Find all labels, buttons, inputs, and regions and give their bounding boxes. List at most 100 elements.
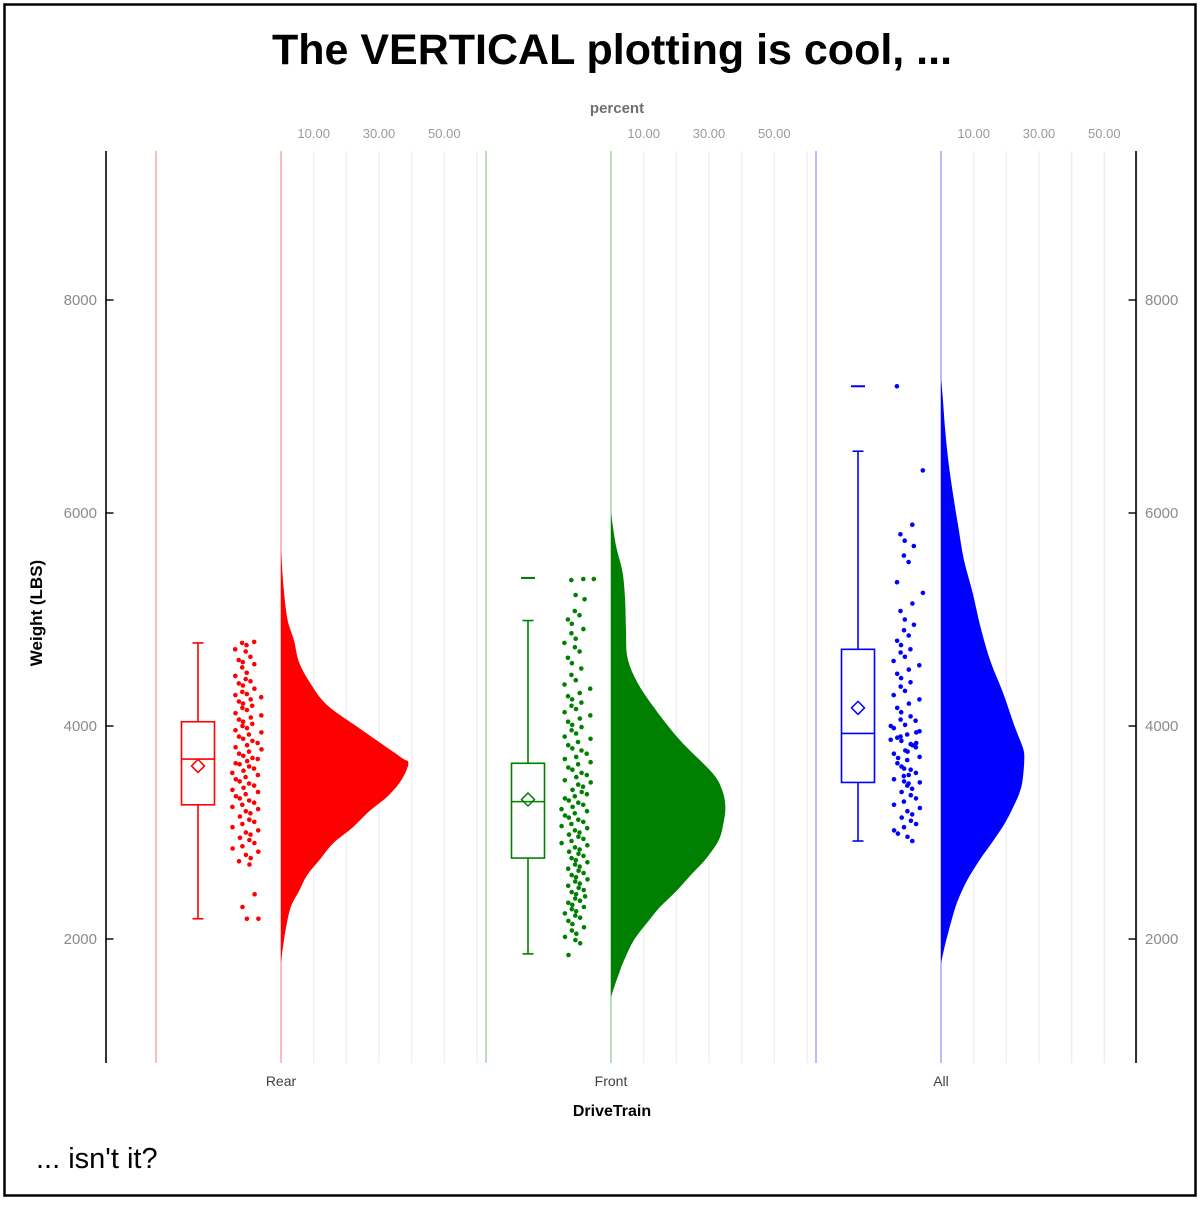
- data-point: [579, 724, 584, 730]
- data-point: [569, 703, 574, 709]
- data-point: [895, 831, 901, 836]
- data-point: [576, 817, 581, 822]
- data-point: [248, 855, 253, 861]
- category-label-rear: Rear: [266, 1073, 297, 1089]
- y-axis-title: Weight (LBS): [27, 560, 46, 666]
- data-point: [901, 773, 907, 779]
- data-point: [246, 732, 252, 737]
- data-point: [239, 665, 245, 670]
- data-point: [248, 697, 253, 702]
- data-point: [244, 642, 249, 648]
- data-point: [901, 799, 907, 804]
- data-point: [888, 723, 894, 729]
- data-point: [233, 673, 238, 679]
- data-point: [899, 789, 904, 795]
- data-point: [894, 671, 900, 677]
- data-point: [888, 737, 893, 743]
- box-front: [510, 762, 546, 859]
- data-point: [920, 590, 926, 596]
- data-point: [566, 849, 572, 854]
- data-point: [570, 787, 575, 793]
- data-point: [259, 713, 264, 718]
- data-point: [894, 384, 900, 389]
- data-point: [576, 885, 581, 891]
- data-point: [255, 772, 261, 778]
- data-point: [572, 862, 578, 867]
- footnote: ... isn't it?: [36, 1143, 158, 1175]
- data-point: [588, 713, 593, 718]
- data-point: [252, 819, 257, 825]
- data-point: [579, 666, 584, 671]
- data-point: [255, 789, 261, 795]
- data-point: [577, 898, 583, 903]
- data-point: [255, 756, 260, 762]
- percent-tick-label: 10.00: [297, 126, 330, 141]
- data-point: [573, 857, 579, 863]
- data-point: [244, 758, 250, 764]
- data-point: [898, 608, 903, 614]
- data-point: [584, 791, 590, 797]
- data-point: [581, 887, 586, 893]
- data-point: [233, 745, 238, 750]
- right-y-tick-label: 4000: [1145, 718, 1178, 735]
- data-point: [244, 725, 250, 731]
- data-point: [239, 640, 245, 646]
- data-point: [913, 796, 919, 801]
- data-point: [248, 832, 253, 837]
- data-point: [577, 847, 582, 852]
- data-point: [913, 740, 919, 746]
- data-point: [569, 928, 575, 933]
- data-point: [917, 805, 923, 811]
- data-point: [566, 918, 571, 924]
- data-point: [566, 900, 571, 906]
- data-point: [240, 705, 245, 711]
- percent-tick-label: 50.00: [1088, 126, 1121, 141]
- data-point: [569, 660, 575, 666]
- data-point: [240, 736, 246, 742]
- data-point: [246, 798, 252, 803]
- data-point: [913, 821, 919, 827]
- data-point: [911, 622, 917, 628]
- data-point: [562, 911, 568, 916]
- data-point: [573, 636, 578, 641]
- data-point: [572, 828, 578, 833]
- data-point: [905, 749, 910, 754]
- data-point: [574, 931, 579, 936]
- data-point: [577, 915, 583, 920]
- data-point: [906, 667, 912, 672]
- data-point: [248, 679, 253, 684]
- mean-diamond: [850, 700, 866, 716]
- data-point: [559, 823, 564, 829]
- data-point: [902, 538, 907, 543]
- data-point: [902, 654, 908, 660]
- data-point: [572, 608, 578, 614]
- data-point: [579, 770, 584, 776]
- data-point: [570, 921, 575, 927]
- data-point: [230, 846, 235, 851]
- data-point: [906, 559, 911, 565]
- data-point: [255, 849, 261, 854]
- data-point: [237, 762, 242, 767]
- mean-diamond: [520, 791, 536, 808]
- data-point: [901, 627, 907, 633]
- data-point: [230, 770, 235, 776]
- percent-tick-label: 10.00: [627, 126, 660, 141]
- data-point: [241, 753, 246, 759]
- data-point: [591, 576, 597, 582]
- data-point: [236, 859, 242, 864]
- data-point: [569, 728, 574, 733]
- data-point: [891, 751, 897, 756]
- data-point: [230, 824, 235, 830]
- data-point: [559, 806, 564, 812]
- data-point: [908, 818, 914, 824]
- data-point: [911, 543, 917, 549]
- data-point: [581, 819, 586, 825]
- data-point: [240, 683, 246, 688]
- data-point: [572, 879, 578, 884]
- data-point: [569, 631, 574, 636]
- data-point: [898, 709, 904, 715]
- data-point: [908, 792, 914, 798]
- data-point: [577, 612, 582, 618]
- data-point: [251, 783, 257, 788]
